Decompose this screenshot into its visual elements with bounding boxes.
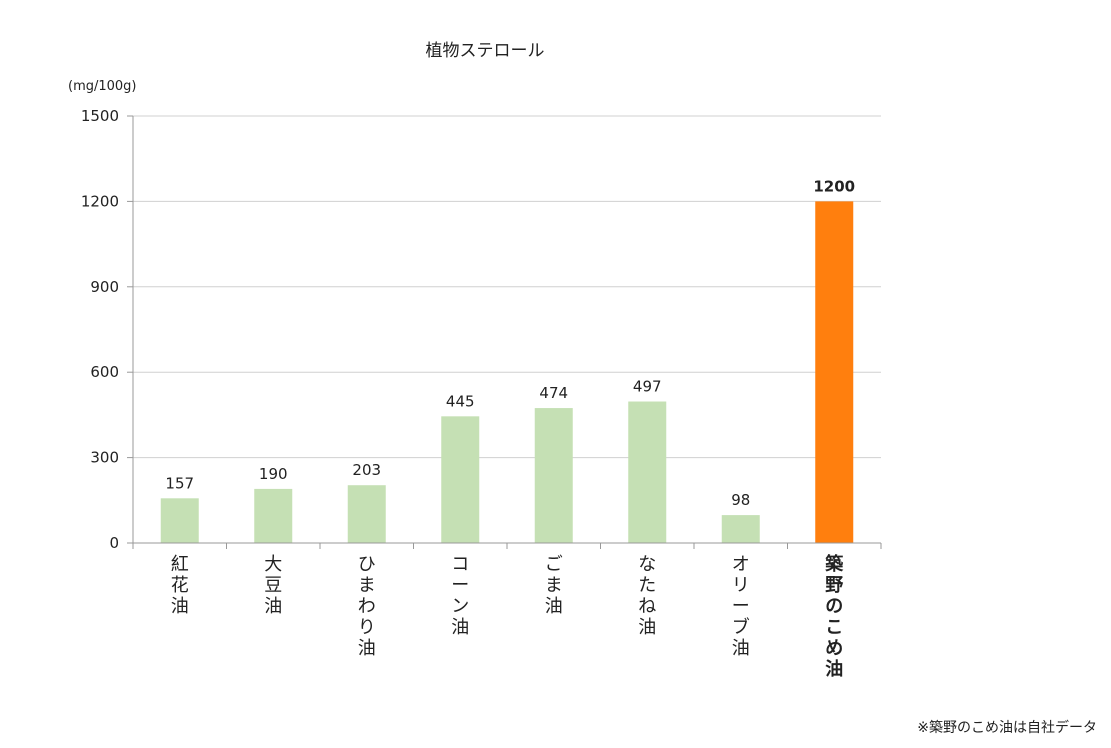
svg-text:ー: ー xyxy=(732,596,750,617)
data-label: 190 xyxy=(259,465,288,483)
gridlines xyxy=(133,115,881,459)
bar xyxy=(534,408,573,543)
data-label: 474 xyxy=(539,384,568,402)
svg-text:油: 油 xyxy=(171,596,189,617)
bar xyxy=(254,488,293,543)
x-tick-label: 大豆油 xyxy=(264,554,282,617)
y-tick-label: 600 xyxy=(90,363,119,381)
svg-text:油: 油 xyxy=(264,596,282,617)
svg-text:た: た xyxy=(638,575,656,596)
svg-text:オ: オ xyxy=(732,554,750,575)
svg-text:ま: ま xyxy=(358,575,376,596)
svg-text:リ: リ xyxy=(732,575,750,596)
svg-text:花: 花 xyxy=(171,575,189,596)
data-label: 98 xyxy=(731,491,750,509)
data-label: 157 xyxy=(165,474,194,492)
bar xyxy=(347,485,386,543)
svg-text:ご: ご xyxy=(545,554,563,575)
svg-text:ね: ね xyxy=(638,596,656,617)
y-tick-label: 0 xyxy=(109,534,119,552)
svg-text:豆: 豆 xyxy=(264,575,282,596)
svg-text:の: の xyxy=(825,596,843,617)
svg-text:り: り xyxy=(358,617,376,638)
footnote: ※築野のこめ油は自社データ xyxy=(917,720,1097,736)
svg-text:ブ: ブ xyxy=(732,616,750,638)
svg-text:野: 野 xyxy=(825,575,843,596)
bars xyxy=(160,201,854,543)
svg-text:築: 築 xyxy=(824,553,844,575)
data-label: 445 xyxy=(446,392,475,410)
x-tick-label: 築野のこめ油 xyxy=(824,553,844,680)
y-tick-label: 900 xyxy=(90,278,119,296)
y-tick-label: 300 xyxy=(90,449,119,467)
bar xyxy=(441,416,480,543)
svg-text:ン: ン xyxy=(451,596,469,617)
svg-text:油: 油 xyxy=(358,638,376,659)
x-tick-label: ごま油 xyxy=(545,554,563,617)
svg-text:わ: わ xyxy=(358,596,376,617)
svg-text:油: 油 xyxy=(825,658,843,680)
svg-text:こ: こ xyxy=(825,617,843,638)
x-tick-label: 紅花油 xyxy=(171,554,189,617)
svg-text:コ: コ xyxy=(451,554,469,575)
y-tick-label: 1200 xyxy=(81,192,119,210)
y-axis-unit-label: (mg/100g) xyxy=(68,79,137,94)
bar xyxy=(628,401,667,543)
data-label: 497 xyxy=(633,378,662,396)
data-label: 1200 xyxy=(813,177,855,195)
svg-text:紅: 紅 xyxy=(171,554,189,575)
svg-text:ー: ー xyxy=(451,575,469,596)
bar xyxy=(721,515,760,543)
svg-text:め: め xyxy=(825,638,843,659)
data-labels: 157 190 203 445 474 497 98 1200 xyxy=(165,177,855,509)
y-tick-label: 1500 xyxy=(81,107,119,125)
bar xyxy=(815,201,854,543)
svg-text:油: 油 xyxy=(545,596,563,617)
svg-text:ひ: ひ xyxy=(358,554,376,575)
data-label: 203 xyxy=(352,461,381,479)
svg-text:油: 油 xyxy=(638,617,656,638)
svg-text:な: な xyxy=(638,554,656,575)
svg-text:油: 油 xyxy=(732,638,750,659)
bar xyxy=(160,498,199,543)
chart-title: 植物ステロール xyxy=(425,41,545,61)
y-axis-ticks: 0 300 600 900 1200 1500 xyxy=(81,107,133,552)
svg-text:油: 油 xyxy=(451,617,469,638)
svg-text:大: 大 xyxy=(264,554,282,575)
svg-text:ま: ま xyxy=(545,575,563,596)
axes xyxy=(132,116,882,549)
